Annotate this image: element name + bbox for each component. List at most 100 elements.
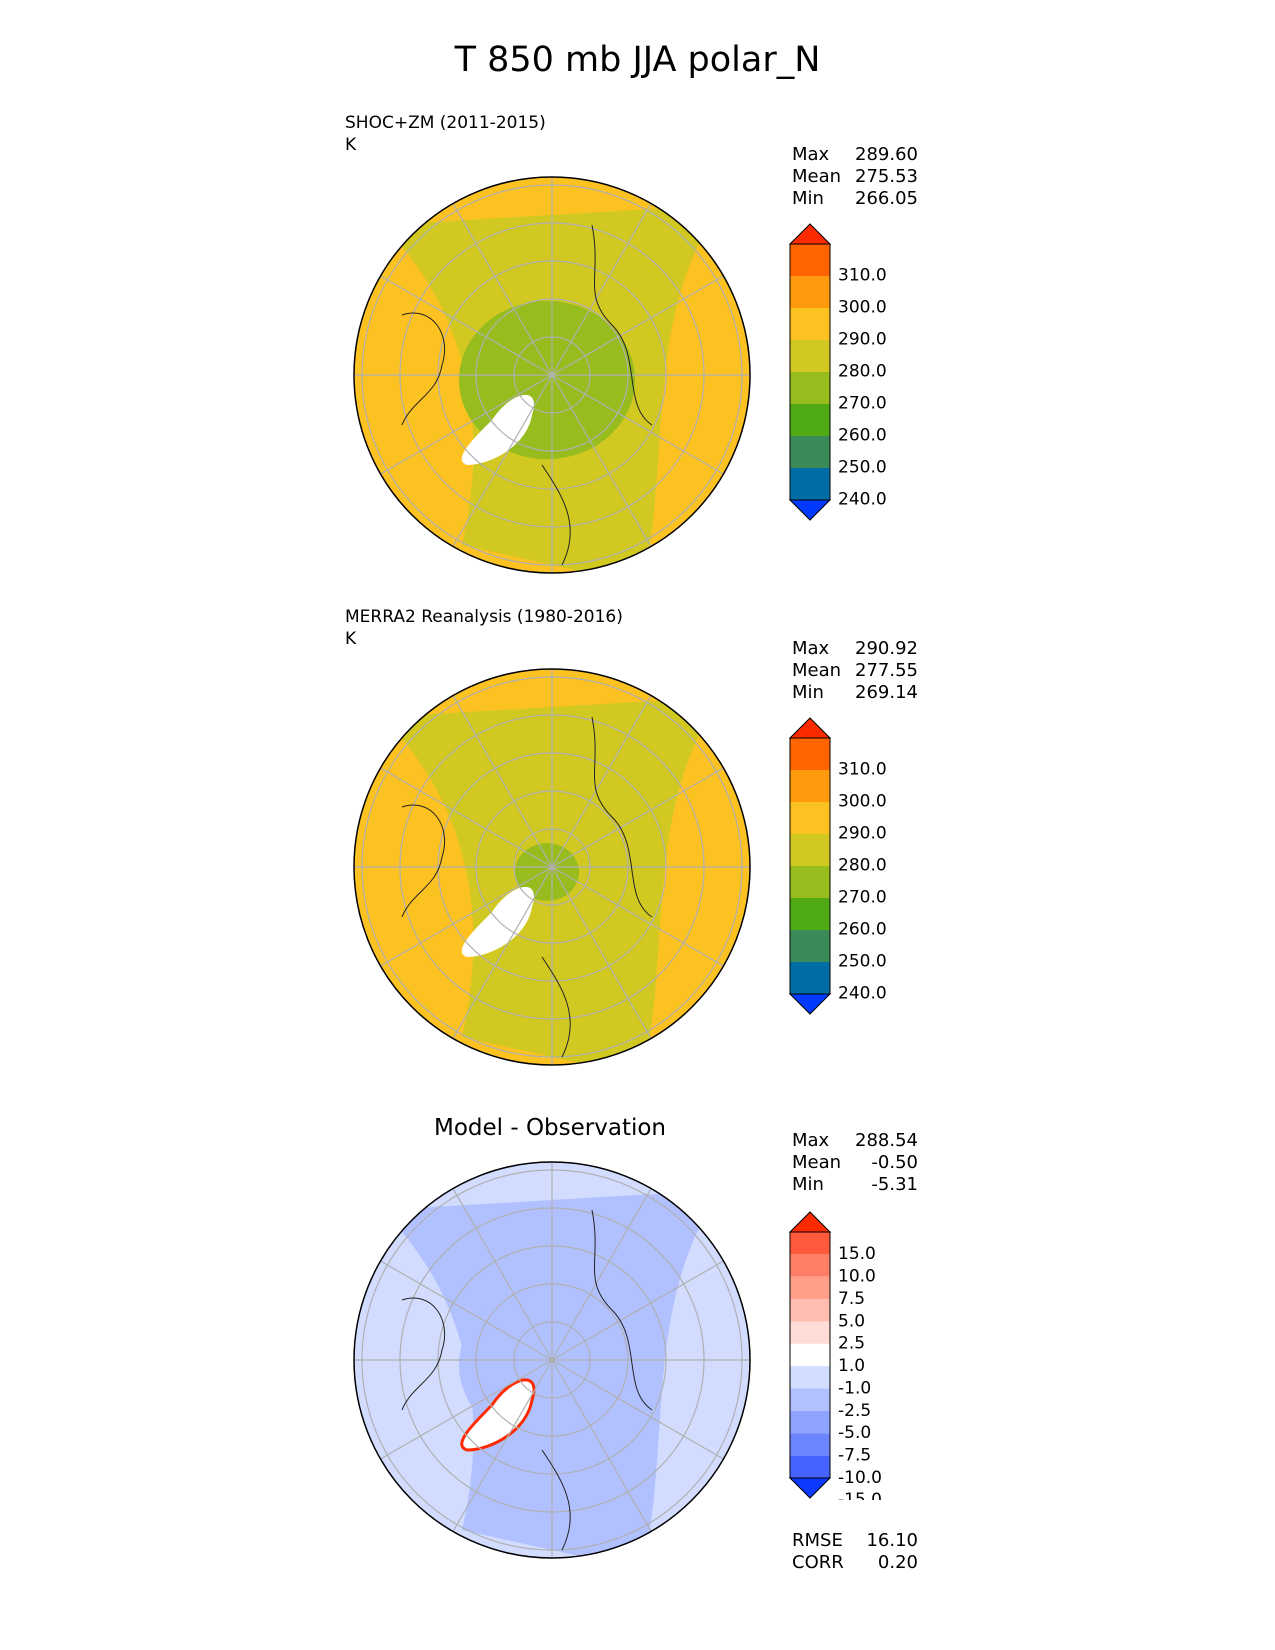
colorbar-tick-label: 240.0 <box>838 983 887 1003</box>
map-boundary <box>353 668 751 1066</box>
colorbar-tick-label: -10.0 <box>838 1468 882 1488</box>
colorbar-tick-label: 270.0 <box>838 887 887 907</box>
meridian-line <box>452 1359 553 1532</box>
colorbar-tick-label: 300.0 <box>838 297 887 317</box>
meridian-line <box>551 1359 652 1532</box>
panel1-polar-map <box>353 176 751 574</box>
meridian-line <box>380 866 553 967</box>
panel3-stat-mean-value: -0.50 <box>871 1152 918 1173</box>
colorbar-segment <box>790 1232 830 1255</box>
panel2-stat-max-value: 290.92 <box>855 638 918 659</box>
rmse-value: 16.10 <box>866 1530 918 1551</box>
panel1-model-name: SHOC+ZM (2011-2015) <box>345 113 546 133</box>
colorbar-tick-label: 1.0 <box>838 1356 865 1376</box>
map-fields <box>354 1162 750 1558</box>
colorbar-frame <box>789 243 831 501</box>
panel3-stats: Max 288.54 Mean -0.50 Min -5.31 <box>792 1130 918 1196</box>
colorbar-tick-label: 280.0 <box>838 855 887 875</box>
panel2-stat-max-name: Max <box>792 638 830 659</box>
coastline <box>401 716 653 1058</box>
colorbar-tick-label: 10.0 <box>838 1267 876 1287</box>
colorbar-tick-label: 15.0 <box>838 1244 876 1264</box>
map-fields <box>354 177 750 573</box>
coastline <box>401 224 653 566</box>
panel2-polar-map <box>353 668 751 1066</box>
colorbar-segment <box>790 1455 830 1478</box>
colorbar-segment <box>790 1254 830 1277</box>
colorbar-segment <box>790 404 830 436</box>
colorbar-segment <box>790 802 830 834</box>
panel2-stat-mean-name: Mean <box>792 660 842 681</box>
map-fields <box>354 669 750 1065</box>
colorbar-extend-top <box>788 223 832 245</box>
meridian-line <box>551 1188 652 1361</box>
colorbar-tick-label: -15.0 <box>838 1490 882 1500</box>
panel3-stat-max-value: 288.54 <box>855 1130 918 1151</box>
map-boundary <box>353 176 751 574</box>
colorbar-tick-label: 5.0 <box>838 1311 865 1331</box>
greenland-mask <box>461 886 534 957</box>
panel2-stat-min-value: 269.14 <box>855 682 918 703</box>
panel1-stat-mean-value: 275.53 <box>855 166 918 187</box>
colorbar-segment <box>790 244 830 276</box>
colorbar-segment <box>790 308 830 340</box>
meridian-line <box>551 1359 724 1460</box>
colorbar-tick-label: 290.0 <box>838 823 887 843</box>
colorbar-segment <box>790 1276 830 1300</box>
colorbar-frame <box>789 737 831 995</box>
coastline <box>401 1209 653 1551</box>
colorbar-segment <box>790 1410 830 1434</box>
meridian-line <box>380 374 553 475</box>
meridian-line <box>551 695 652 868</box>
panel1-label: SHOC+ZM (2011-2015) K <box>345 112 546 156</box>
panel2-obs-name: MERRA2 Reanalysis (1980-2016) <box>345 607 623 627</box>
colorbar-tick-label: -5.0 <box>838 1423 871 1443</box>
colorbar-tick-label: 230.0 <box>838 521 887 522</box>
colorbar-segment <box>790 1343 830 1367</box>
colorbar-segment <box>790 436 830 468</box>
colorbar-tick-label: 260.0 <box>838 919 887 939</box>
meridian-line <box>551 203 652 376</box>
colorbar-segment <box>790 770 830 802</box>
panel1-units: K <box>345 135 357 155</box>
colorbar-segment <box>790 738 830 770</box>
panel1-stat-max-name: Max <box>792 144 830 165</box>
colorbar-tick-label: 290.0 <box>838 329 887 349</box>
colorbar-extend-top <box>788 1211 832 1233</box>
panel3-stat-min-value: -5.31 <box>871 1174 918 1195</box>
colorbar-segment <box>790 276 830 308</box>
colorbar-tick-label: 310.0 <box>838 759 887 779</box>
meridian-line <box>452 695 553 868</box>
colorbar-extend-top <box>788 717 832 739</box>
rmse-name: RMSE <box>792 1530 843 1551</box>
panel2-colorbar: 310.0 300.0 290.0 280.0 270.0 260.0 250.0 240.0… <box>788 717 887 1016</box>
meridian-line <box>452 866 553 1039</box>
colorbar-segment <box>790 962 830 994</box>
colorbar-extend-bottom <box>788 1477 832 1499</box>
colorbar-tick-label: 280.0 <box>838 361 887 381</box>
figure-title: T 850 mb JJA polar_N <box>454 40 821 80</box>
colorbar-segment <box>790 340 830 372</box>
meridian-line <box>380 1359 553 1460</box>
colorbar-tick-label: 7.5 <box>838 1289 865 1309</box>
meridian-line <box>551 767 724 868</box>
meridian-line <box>452 1188 553 1361</box>
colorbar-tick-label: 250.0 <box>838 457 887 477</box>
panel3-polar-map <box>353 1161 751 1559</box>
colorbar-tick-label: 260.0 <box>838 425 887 445</box>
corr-name: CORR <box>792 1552 844 1573</box>
colorbar-tick-label: 270.0 <box>838 393 887 413</box>
map-boundary <box>353 1161 751 1559</box>
panel1-stats: Max 289.60 Mean 275.53 Min 266.05 <box>792 144 918 210</box>
panel2-stats: Max 290.92 Mean 277.55 Min 269.14 <box>792 638 918 704</box>
colorbar-segment <box>790 898 830 930</box>
panel1-stat-min-value: 266.05 <box>855 188 918 209</box>
corr-value: 0.20 <box>877 1552 918 1573</box>
colorbar-segment <box>790 1321 830 1344</box>
colorbar-segment <box>790 1433 830 1456</box>
panel3-footer-stats: RMSE 16.10 CORR 0.20 <box>792 1530 918 1574</box>
panel3-title: Model - Observation <box>433 1115 667 1141</box>
colorbar-frame <box>789 1231 831 1479</box>
colorbar-tick-label: 240.0 <box>838 489 887 509</box>
meridian-line <box>551 275 724 376</box>
